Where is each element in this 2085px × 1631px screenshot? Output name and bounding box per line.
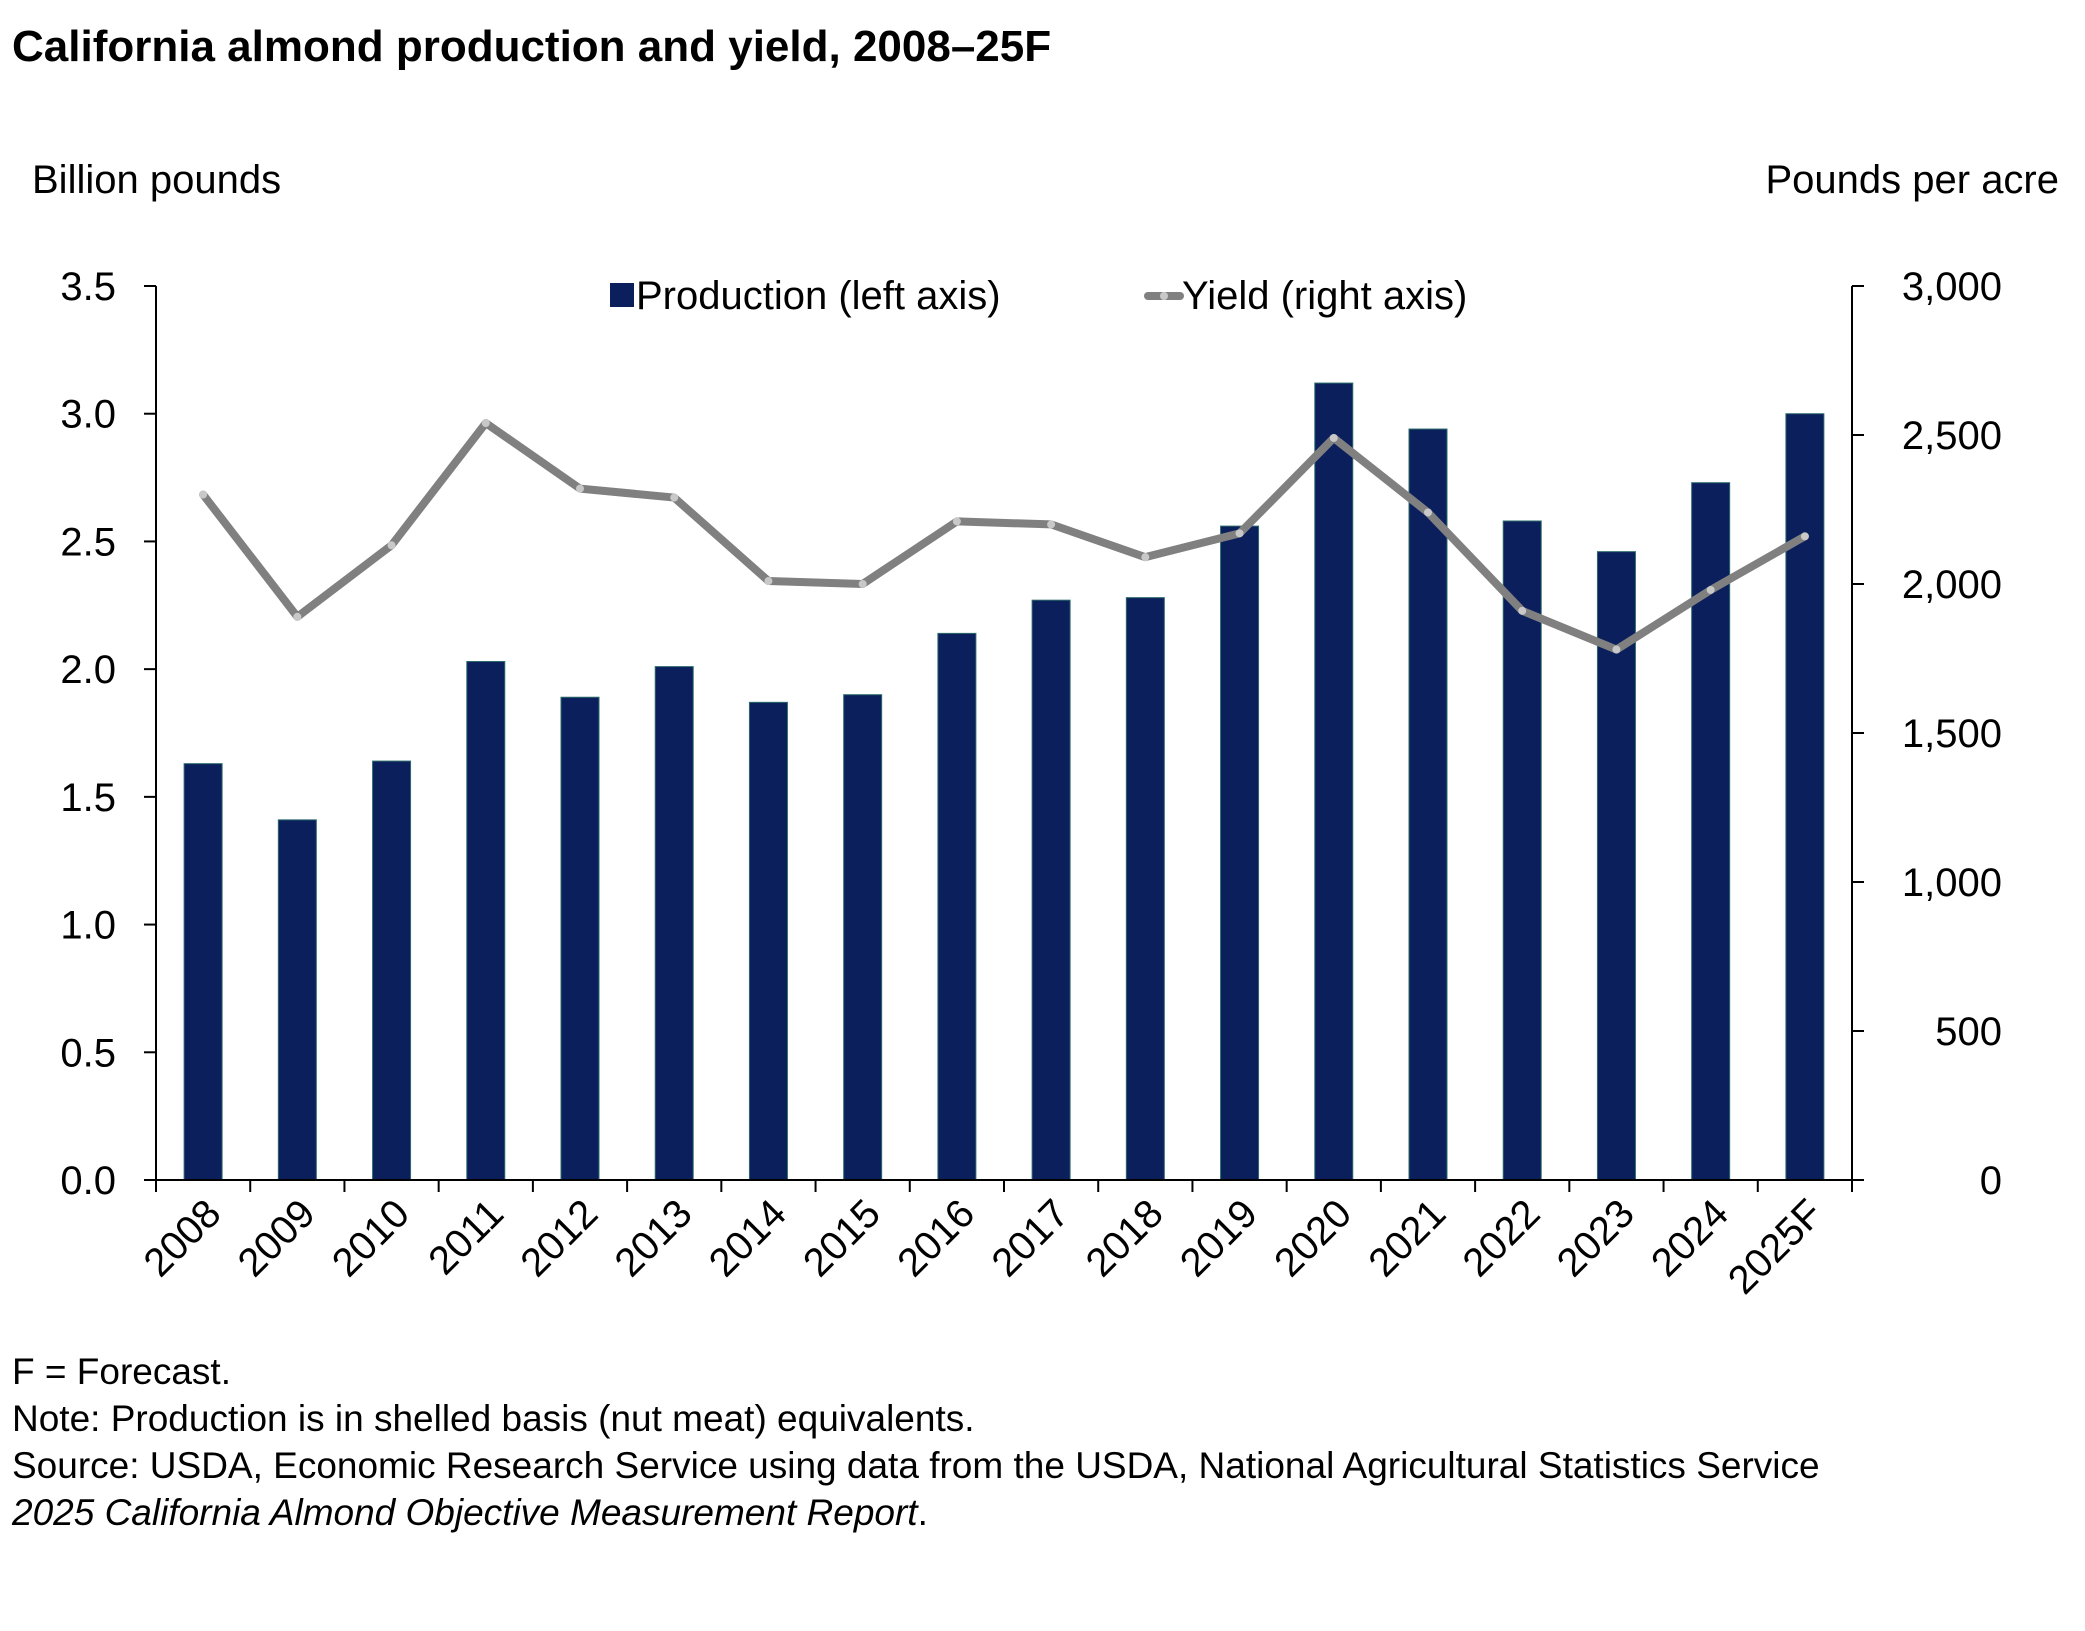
yield-point [1235, 529, 1244, 538]
source-report-line: 2025 California Almond Objective Measure… [12, 1489, 1820, 1536]
yield-point [670, 493, 679, 502]
right-axis-tick-label: 1,500 [1902, 712, 2002, 756]
left-axis-tick-label: 3.0 [60, 393, 116, 437]
chart-title: California almond production and yield, … [12, 22, 1052, 71]
x-axis-tick-label: 2021 [1360, 1191, 1454, 1285]
x-axis-tick-label: 2008 [135, 1191, 229, 1285]
yield-point [1800, 532, 1809, 541]
x-axis-tick-label: 2017 [983, 1191, 1077, 1285]
production-bar [1785, 413, 1825, 1181]
x-axis-tick-label: 2009 [230, 1191, 324, 1285]
left-axis-tick-label: 3.5 [60, 265, 116, 309]
yield-point [1518, 606, 1527, 615]
source-report-title: 2025 California Almond Objective Measure… [12, 1492, 918, 1533]
source-note: Source: USDA, Economic Research Service … [12, 1445, 1820, 1486]
yield-point [481, 419, 490, 428]
x-axis-tick-label: 2020 [1266, 1191, 1360, 1285]
x-axis-tick-label: 2012 [512, 1191, 606, 1285]
production-bar [1220, 525, 1260, 1181]
source-report-end: . [917, 1492, 928, 1533]
yield-point [1047, 520, 1056, 529]
yield-point [764, 577, 773, 586]
x-axis-tick-label: 2019 [1172, 1191, 1266, 1285]
production-bar [937, 632, 977, 1181]
production-bar [654, 666, 694, 1181]
left-axis-tick-label: 1.0 [60, 904, 116, 948]
chart-notes: F = Forecast. Note: Production is in she… [12, 1348, 1820, 1536]
left-axis-tick-label: 0.0 [60, 1159, 116, 1203]
right-axis-tick-label: 1,000 [1902, 861, 2002, 905]
x-axis-tick-label: 2013 [607, 1191, 701, 1285]
yield-point [576, 484, 584, 493]
yield-point [1141, 553, 1150, 562]
production-bar [277, 819, 317, 1181]
x-axis-tick-label: 2025F [1720, 1191, 1831, 1302]
right-axis-tick-label: 3,000 [1902, 265, 2002, 309]
legend-production-label: Production (left axis) [636, 274, 1001, 318]
yield-point [952, 517, 961, 526]
yield-point [1424, 508, 1432, 517]
production-bar [1596, 551, 1636, 1181]
production-bar [1031, 599, 1071, 1181]
x-axis-tick-label: 2015 [795, 1191, 889, 1285]
production-bar [466, 660, 506, 1181]
x-axis-tick-label: 2010 [324, 1191, 418, 1285]
x-axis-tick-label: 2011 [420, 1191, 512, 1283]
production-bar [843, 694, 883, 1181]
legend-yield-label: Yield (right axis) [1182, 274, 1467, 318]
production-bar [748, 701, 788, 1181]
x-axis-tick-label: 2022 [1455, 1191, 1549, 1285]
x-axis-tick-label: 2018 [1078, 1191, 1172, 1285]
right-axis-tick-label: 0 [1980, 1159, 2002, 1203]
x-axis-tick-label: 2014 [701, 1191, 795, 1285]
x-axis-tick-label: 2023 [1549, 1191, 1643, 1285]
right-axis-unit-label: Pounds per acre [1765, 158, 2059, 202]
left-axis-tick-label: 2.0 [60, 648, 116, 692]
left-axis-unit-label: Billion pounds [32, 158, 282, 202]
right-axis-tick-label: 500 [1935, 1010, 2002, 1054]
left-axis-tick-label: 2.5 [60, 520, 116, 564]
yield-point [858, 580, 867, 588]
yield-point [199, 490, 208, 499]
legend-production-swatch [610, 283, 634, 307]
right-axis-tick-label: 2,500 [1902, 414, 2002, 458]
production-bar [183, 763, 223, 1181]
x-axis-tick-label: 2016 [889, 1191, 983, 1285]
yield-point [1329, 433, 1338, 442]
legend-yield-marker [1160, 292, 1168, 300]
production-bar [1125, 597, 1165, 1181]
yield-point [1706, 585, 1715, 594]
production-bar [372, 760, 412, 1181]
yield-point [293, 612, 302, 621]
yield-point [387, 541, 396, 550]
production-bar [1408, 428, 1448, 1181]
yield-line [199, 419, 1809, 654]
forecast-note: F = Forecast. [12, 1351, 231, 1392]
left-axis-tick-label: 1.5 [60, 776, 116, 820]
yield-point [1612, 645, 1621, 654]
production-bar [1502, 520, 1542, 1181]
production-note: Note: Production is in shelled basis (nu… [12, 1398, 975, 1439]
production-bar [1314, 382, 1354, 1181]
right-axis-tick-label: 2,000 [1902, 563, 2002, 607]
left-axis-tick-label: 0.5 [60, 1031, 116, 1075]
production-bar [560, 696, 600, 1181]
